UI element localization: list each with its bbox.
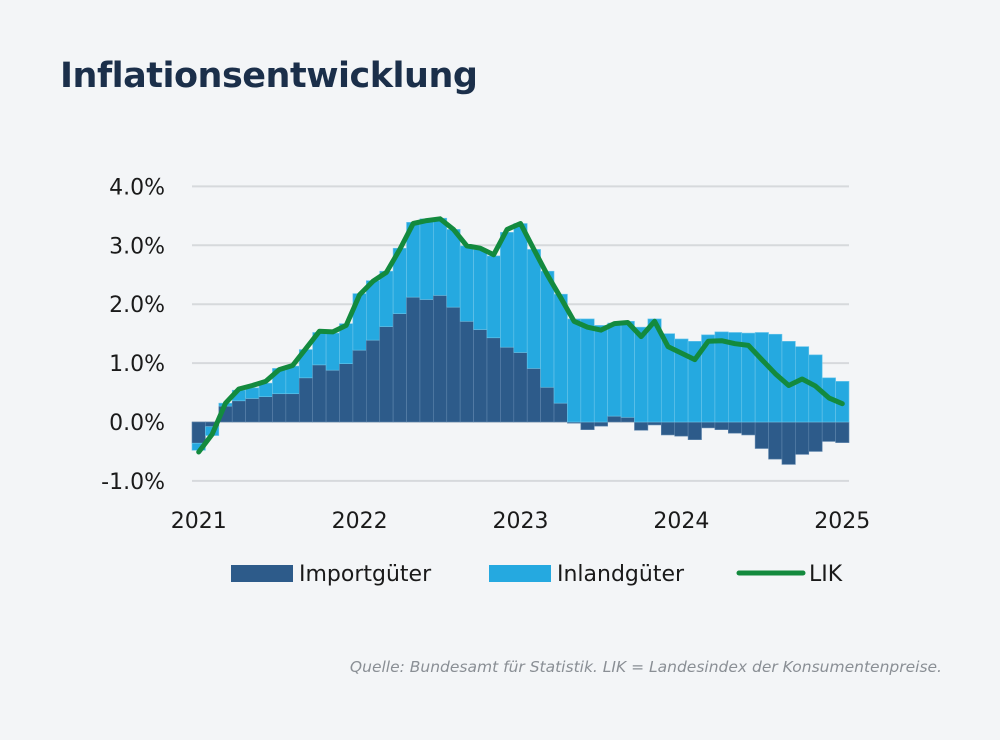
bar-inlandgueter bbox=[714, 331, 729, 423]
bar-importgueter bbox=[607, 415, 622, 423]
bar-importgueter bbox=[728, 421, 743, 434]
bar-inlandgueter bbox=[486, 255, 501, 339]
bar-importgueter bbox=[272, 393, 287, 423]
bar-importgueter bbox=[781, 421, 796, 465]
bar-inlandgueter bbox=[526, 249, 541, 369]
bar-importgueter bbox=[580, 421, 595, 430]
bar-inlandgueter bbox=[795, 346, 810, 423]
bar-importgueter bbox=[754, 421, 769, 449]
bar-importgueter bbox=[701, 421, 716, 429]
bar-importgueter bbox=[486, 337, 501, 423]
bar-importgueter bbox=[593, 421, 608, 427]
bar-importgueter bbox=[473, 329, 488, 423]
x-tick-label: 2025 bbox=[814, 509, 870, 534]
y-tick-label: 1.0% bbox=[109, 352, 165, 377]
bar-importgueter bbox=[687, 421, 702, 440]
legend-swatch bbox=[489, 565, 551, 582]
y-tick-label: -1.0% bbox=[101, 470, 165, 495]
bar-importgueter bbox=[835, 421, 850, 443]
bar-importgueter bbox=[191, 421, 206, 444]
bar-importgueter bbox=[231, 400, 246, 423]
bar-inlandgueter bbox=[567, 318, 582, 423]
bar-importgueter bbox=[513, 352, 528, 423]
bar-inlandgueter bbox=[433, 217, 448, 296]
y-tick-label: 0.0% bbox=[109, 411, 165, 436]
x-tick-label: 2022 bbox=[332, 509, 388, 534]
bar-importgueter bbox=[459, 320, 474, 423]
bar-importgueter bbox=[325, 369, 340, 423]
bar-importgueter bbox=[298, 377, 313, 423]
bar-inlandgueter bbox=[446, 229, 461, 308]
bar-importgueter bbox=[821, 421, 836, 442]
bar-importgueter bbox=[620, 416, 635, 423]
bar-inlandgueter bbox=[459, 245, 474, 322]
bar-inlandgueter bbox=[379, 270, 394, 327]
bar-importgueter bbox=[714, 421, 729, 430]
bar-importgueter bbox=[312, 364, 327, 423]
bar-inlandgueter bbox=[607, 322, 622, 417]
bar-inlandgueter bbox=[500, 232, 515, 348]
bar-importgueter bbox=[392, 313, 407, 423]
bar-importgueter bbox=[258, 396, 273, 423]
chart-title: Inflationsentwicklung bbox=[60, 56, 478, 96]
bar-inlandgueter bbox=[620, 320, 635, 418]
bar-importgueter bbox=[808, 421, 823, 452]
bar-importgueter bbox=[500, 346, 515, 423]
bar-importgueter bbox=[339, 363, 354, 423]
y-tick-label: 3.0% bbox=[109, 234, 165, 259]
bar-importgueter bbox=[433, 295, 448, 423]
legend-swatch bbox=[231, 565, 293, 582]
bar-inlandgueter bbox=[245, 387, 260, 399]
bar-importgueter bbox=[795, 421, 810, 455]
source-note: Quelle: Bundesamt für Statistik. LIK = L… bbox=[349, 658, 942, 676]
bar-inlandgueter bbox=[754, 332, 769, 423]
bar-importgueter bbox=[406, 296, 421, 423]
bar-importgueter bbox=[352, 349, 367, 423]
bar-importgueter bbox=[245, 398, 260, 423]
y-tick-label: 4.0% bbox=[109, 175, 165, 200]
bar-importgueter bbox=[553, 402, 568, 423]
bar-inlandgueter bbox=[285, 365, 300, 395]
bar-importgueter bbox=[526, 368, 541, 423]
bar-importgueter bbox=[647, 421, 662, 426]
bar-inlandgueter bbox=[540, 270, 555, 388]
bar-importgueter bbox=[366, 339, 381, 423]
bar-inlandgueter bbox=[593, 325, 608, 423]
x-tick-label: 2024 bbox=[653, 509, 709, 534]
bar-inlandgueter bbox=[580, 318, 595, 423]
x-tick-label: 2023 bbox=[493, 509, 549, 534]
legend-label: LIK bbox=[809, 562, 843, 587]
bar-inlandgueter bbox=[325, 332, 340, 371]
bar-importgueter bbox=[379, 326, 394, 423]
bar-importgueter bbox=[285, 393, 300, 423]
legend-label: Inlandgüter bbox=[557, 562, 685, 587]
bar-importgueter bbox=[446, 306, 461, 423]
y-tick-label: 2.0% bbox=[109, 293, 165, 318]
bar-inlandgueter bbox=[513, 223, 528, 353]
bar-importgueter bbox=[660, 421, 675, 436]
bar-importgueter bbox=[540, 386, 555, 423]
bar-inlandgueter bbox=[473, 249, 488, 330]
bar-inlandgueter bbox=[419, 218, 434, 300]
bar-importgueter bbox=[674, 421, 689, 437]
legend-label: Importgüter bbox=[299, 562, 432, 587]
bar-importgueter bbox=[634, 421, 649, 431]
bar-importgueter bbox=[768, 421, 783, 460]
x-tick-label: 2021 bbox=[171, 509, 227, 534]
bar-inlandgueter bbox=[366, 280, 381, 341]
bar-inlandgueter bbox=[634, 326, 649, 423]
bar-importgueter bbox=[419, 299, 434, 423]
bar-importgueter bbox=[741, 421, 756, 436]
